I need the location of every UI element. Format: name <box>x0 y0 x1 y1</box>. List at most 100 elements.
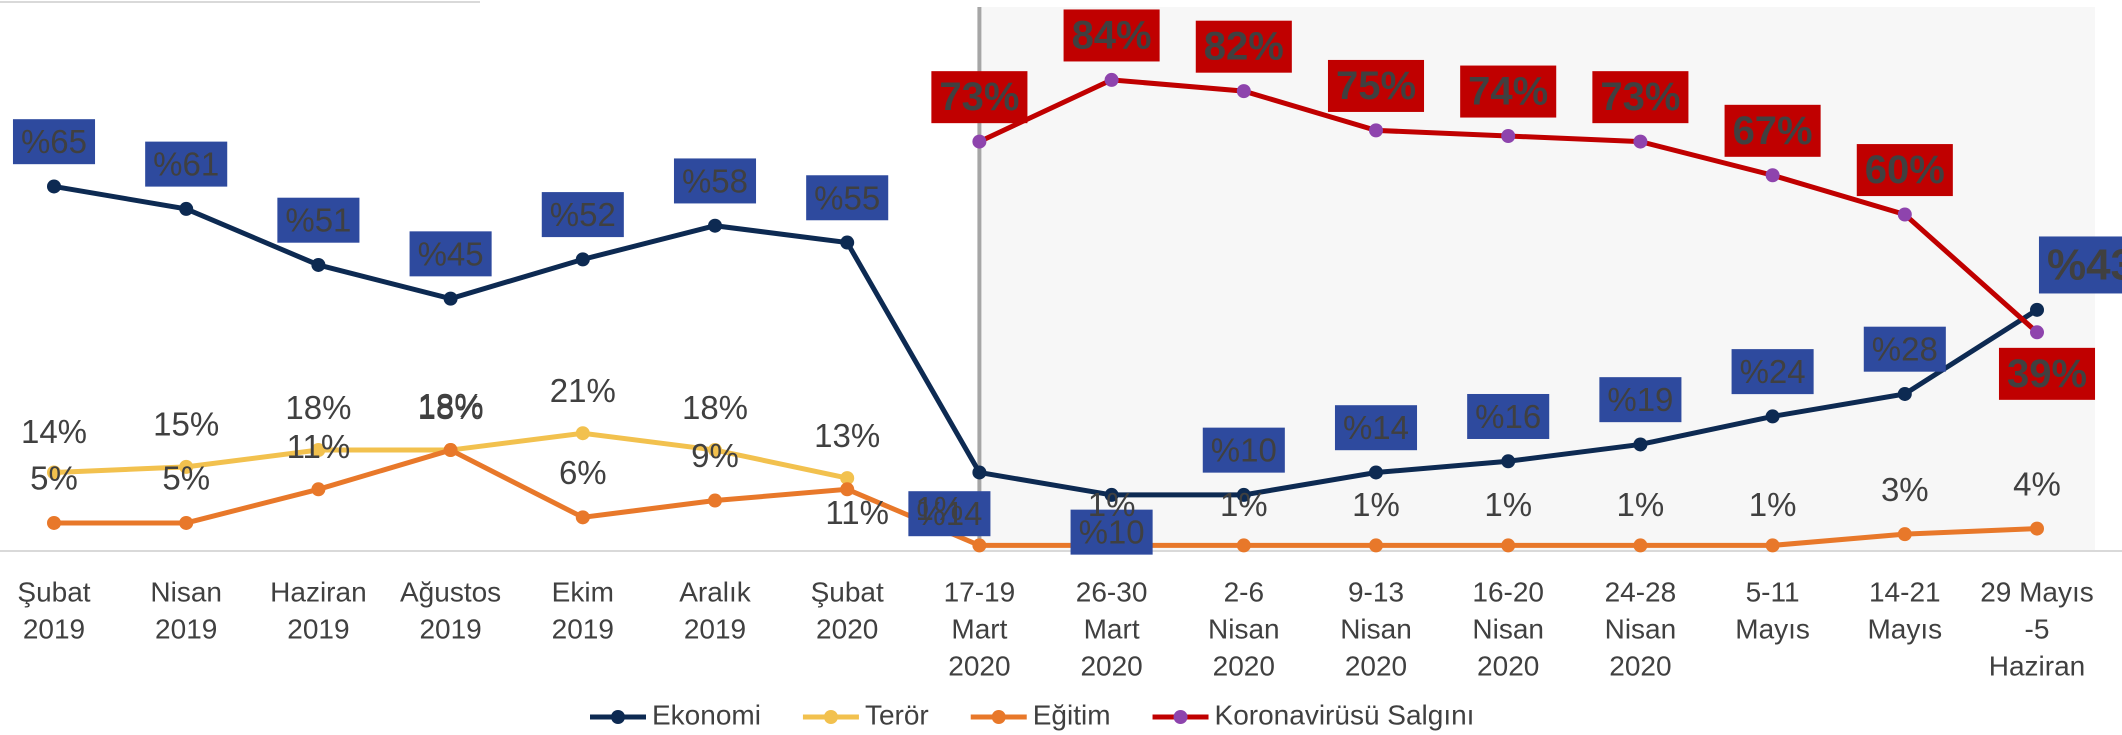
data-point <box>1897 527 1912 542</box>
data-label: 11% <box>825 494 889 531</box>
label-box <box>409 231 492 277</box>
data-point <box>1236 487 1251 502</box>
data-label-text: 18% <box>682 389 748 426</box>
data-label-text: 14% <box>21 413 87 450</box>
data-label: %45 <box>409 231 492 277</box>
label-box <box>1070 509 1153 555</box>
legend-label: Koronavirüsü Salgını <box>1215 699 1475 730</box>
data-label-text: %24 <box>1740 353 1806 390</box>
data-label-text: %10 <box>1079 514 1145 551</box>
label-box <box>908 491 991 537</box>
label-box <box>673 158 757 204</box>
data-label-text: 18% <box>285 389 351 426</box>
data-label: 4% <box>2013 465 2061 502</box>
x-tick-label: Mart <box>951 613 1007 644</box>
data-point <box>1236 84 1251 99</box>
label-box <box>1063 9 1160 62</box>
x-tick-label: Haziran <box>1989 650 2085 681</box>
data-label: %43 <box>2038 236 2122 294</box>
data-label-text: 4% <box>2013 465 2061 502</box>
data-label-text: 1% <box>916 490 964 527</box>
data-label: 18% <box>418 389 484 426</box>
data-label: %14 <box>1334 405 1418 451</box>
x-tick-label: 5-11 <box>1746 576 1800 607</box>
data-label: 74% <box>1460 65 1557 118</box>
x-tick-label: 2019 <box>155 613 217 644</box>
data-label-text: %58 <box>682 162 748 199</box>
data-label: 1% <box>1484 486 1532 523</box>
x-tick-label: Nisan <box>1208 613 1280 644</box>
label-box <box>145 141 228 187</box>
data-label-text: 60% <box>1865 148 1945 192</box>
data-label: 82% <box>1195 20 1292 73</box>
data-label: 9% <box>691 437 739 474</box>
data-label: 60% <box>1856 144 1953 197</box>
series-line <box>53 183 2039 498</box>
data-point <box>1633 437 1648 452</box>
data-label-text: 11% <box>287 428 351 465</box>
data-label-text: 1% <box>1352 486 1400 523</box>
data-label-text: 6% <box>559 454 607 491</box>
data-point <box>972 134 987 149</box>
label-box <box>1460 65 1557 118</box>
data-point <box>972 538 987 553</box>
data-label-text: 67% <box>1733 109 1813 153</box>
data-label-text: 15% <box>153 406 219 443</box>
x-tick-label: 2019 <box>23 613 85 644</box>
data-point <box>1369 123 1383 138</box>
data-point <box>47 515 61 530</box>
data-label: 39% <box>1998 347 2096 400</box>
x-tick-label: 24-28 <box>1605 576 1677 607</box>
data-label-text: 18% <box>418 387 484 424</box>
data-point <box>1104 72 1119 87</box>
data-point <box>1633 538 1648 553</box>
data-label-text: 3% <box>1881 471 1929 508</box>
data-point <box>708 443 722 458</box>
x-tick-label: Mayıs <box>1867 613 1942 644</box>
label-box <box>1998 347 2096 400</box>
series-line <box>54 447 2038 548</box>
data-label: 1% <box>1220 486 1268 523</box>
label-box <box>1856 144 1953 197</box>
data-label: %61 <box>145 141 228 187</box>
data-label: %16 <box>1467 393 1550 439</box>
data-label: 1% <box>1088 486 1136 523</box>
x-tick-label: -5 <box>2025 613 2050 644</box>
label-box <box>931 71 1028 124</box>
data-point <box>47 465 61 480</box>
data-point <box>1501 128 1516 143</box>
data-point <box>840 482 855 497</box>
data-label-text: %14 <box>1343 409 1409 446</box>
data-point <box>575 252 590 267</box>
x-tick-label: 26-30 <box>1076 576 1148 607</box>
label-box <box>1599 377 1682 423</box>
label-box <box>12 119 96 165</box>
label-box <box>277 197 360 243</box>
x-tick-label: Mayıs <box>1735 613 1810 644</box>
x-tick-label: Nisan <box>150 576 222 607</box>
data-label: 1% <box>1617 486 1665 523</box>
data-point <box>1897 207 1912 222</box>
data-label-text: %28 <box>1872 331 1938 368</box>
data-label-text: 1% <box>1220 486 1268 523</box>
data-label: 73% <box>1592 71 1689 124</box>
x-tick-label: 2019 <box>419 613 481 644</box>
x-tick-label: 2020 <box>1213 650 1275 681</box>
data-label-text: 75% <box>1336 64 1416 108</box>
x-tick-label: Ağustos <box>400 576 501 607</box>
data-label-text: %43 <box>2047 240 2122 289</box>
data-label: 11% <box>287 428 351 465</box>
data-label-text: %61 <box>153 146 219 183</box>
data-label: %10 <box>1202 427 1285 473</box>
data-label: 18% <box>418 387 484 424</box>
x-tick-label: 2020 <box>816 613 878 644</box>
x-tick-label: Şubat <box>811 576 884 607</box>
data-point <box>2030 325 2044 340</box>
data-point <box>972 465 987 480</box>
data-point <box>179 459 194 474</box>
x-tick-label: 29 Mayıs <box>1980 576 2094 607</box>
data-label: 5% <box>162 460 210 497</box>
data-point <box>311 482 326 497</box>
data-label-text: 18% <box>418 389 484 426</box>
data-point <box>47 179 61 194</box>
